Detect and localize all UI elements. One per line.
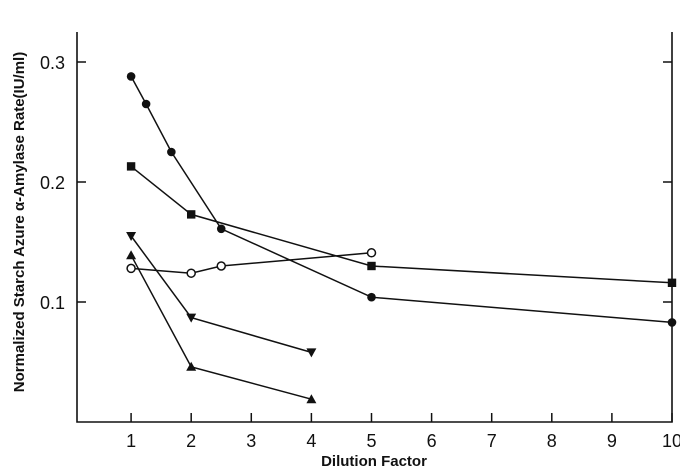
- data-point-filled-square: [367, 261, 376, 271]
- x-tick-label: 6: [427, 431, 437, 451]
- y-tick-label: 0.3: [40, 53, 65, 73]
- series-line-filled-square: [130, 165, 673, 284]
- x-tick-label: 1: [126, 431, 136, 451]
- data-point-filled-circle: [141, 99, 151, 109]
- x-tick-label: 7: [487, 431, 497, 451]
- x-tick-label: 9: [607, 431, 617, 451]
- data-point-filled-circle: [367, 292, 376, 302]
- data-point-filled-triangle-up: [186, 361, 197, 371]
- data-point-open-circle: [186, 268, 196, 278]
- x-axis-label: Dilution Factor: [321, 453, 427, 470]
- y-tick-label: 0.2: [40, 173, 65, 193]
- data-point-filled-circle: [167, 147, 176, 157]
- data-point-filled-circle: [216, 224, 226, 234]
- series-lines: [130, 76, 673, 400]
- x-tick-label: 10: [662, 431, 680, 451]
- series-line-open-circle: [131, 252, 372, 274]
- data-point-filled-triangle-up: [126, 250, 137, 260]
- x-tick-label: 5: [366, 431, 376, 451]
- data-point-filled-square: [186, 210, 196, 219]
- y-axis-label: Normalized Starch Azure α-Amylase Rate(I…: [11, 52, 28, 392]
- data-point-open-circle: [126, 263, 136, 274]
- series-line-filled-triangle-down: [130, 235, 312, 354]
- axis-frame: [76, 32, 673, 423]
- data-point-filled-circle: [126, 72, 136, 81]
- series-line-filled-triangle-up: [130, 254, 312, 400]
- axis-ticks: 1 2 3 4 5 6 7 8 9 10 0.1 0.2 0.3: [40, 53, 680, 451]
- data-point-filled-triangle-down: [126, 232, 137, 241]
- data-point-open-circle: [216, 261, 226, 271]
- data-point-filled-triangle-down: [186, 313, 197, 323]
- x-tick-label: 2: [186, 431, 196, 451]
- data-point-filled-square: [667, 278, 677, 287]
- x-tick-label: 4: [306, 431, 316, 451]
- plot-frame: [76, 32, 673, 423]
- x-tick-label: 8: [547, 431, 557, 451]
- data-point-filled-triangle-down: [306, 348, 317, 358]
- series-markers: [126, 72, 677, 404]
- data-point-filled-square: [126, 162, 136, 171]
- x-tick-label: 3: [246, 431, 256, 451]
- data-point-filled-circle: [667, 318, 677, 327]
- data-point-open-circle: [366, 248, 377, 258]
- series-line-filled-circle: [130, 76, 673, 324]
- data-point-filled-triangle-up: [306, 394, 317, 404]
- y-tick-label: 0.1: [40, 293, 65, 313]
